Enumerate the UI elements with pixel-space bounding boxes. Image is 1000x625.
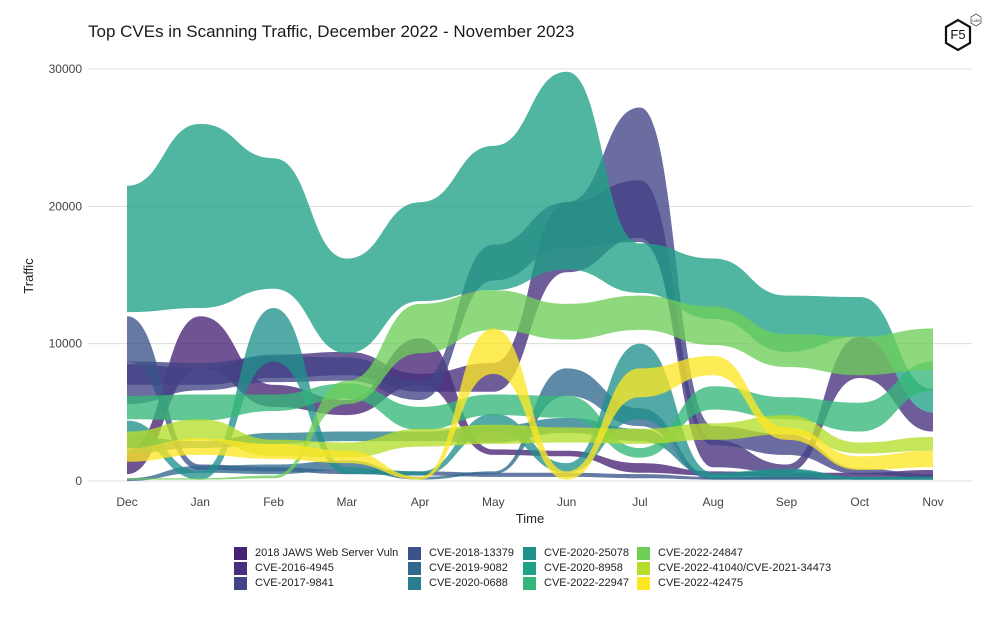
legend-item[interactable]: CVE-2019-9082 bbox=[408, 561, 508, 575]
legend-label: CVE-2016-4945 bbox=[255, 562, 334, 575]
x-tick-label: Oct bbox=[850, 495, 869, 509]
legend-label: CVE-2022-41040/CVE-2021-34473 bbox=[658, 562, 832, 575]
legend-swatch bbox=[408, 576, 421, 590]
legend-label: CVE-2022-22947 bbox=[544, 577, 630, 590]
stream-cve-2022-42475[interactable] bbox=[127, 328, 933, 480]
legend-label: CVE-2020-8958 bbox=[544, 562, 623, 575]
x-tick-label: Jun bbox=[557, 495, 576, 509]
legend-label: CVE-2018-13379 bbox=[429, 547, 515, 560]
legend-label: CVE-2022-24847 bbox=[658, 547, 744, 560]
legend-swatch bbox=[523, 576, 536, 590]
legend-swatch bbox=[637, 561, 650, 575]
legend-label: CVE-2019-9082 bbox=[429, 562, 508, 575]
chart-title: Top CVEs in Scanning Traffic, December 2… bbox=[88, 22, 575, 41]
legend-item[interactable]: CVE-2020-8958 bbox=[523, 561, 623, 575]
x-tick-label: Feb bbox=[263, 495, 284, 509]
x-tick-label: Nov bbox=[922, 495, 943, 509]
legend-item[interactable]: CVE-2017-9841 bbox=[234, 576, 334, 590]
legend-swatch bbox=[234, 546, 247, 560]
stream-cve-2020-0688[interactable] bbox=[127, 417, 933, 480]
svg-text:F5: F5 bbox=[950, 27, 965, 42]
legend-item[interactable]: CVE-2020-0688 bbox=[408, 576, 508, 590]
y-tick-label: 10000 bbox=[49, 337, 83, 351]
x-tick-label: Aug bbox=[703, 495, 724, 509]
legend-label: CVE-2020-0688 bbox=[429, 577, 508, 590]
stream-cve-2022-24847[interactable] bbox=[127, 290, 933, 480]
x-tick-label: May bbox=[482, 495, 505, 509]
f5-labs-logo: F5 LABS bbox=[944, 13, 982, 52]
x-axis: Dec Jan Feb Mar Apr May Jun Jul Aug Sep Oct Nov bbox=[116, 495, 943, 509]
legend-item[interactable]: CVE-2022-24847 bbox=[637, 546, 743, 560]
legend-item[interactable]: CVE-2018-13379 bbox=[408, 546, 514, 560]
x-tick-label: Jul bbox=[632, 495, 647, 509]
streams bbox=[127, 71, 933, 481]
legend-item[interactable]: CVE-2020-25078 bbox=[523, 546, 629, 560]
legend-label: CVE-2017-9841 bbox=[255, 577, 334, 590]
svg-text:LABS: LABS bbox=[972, 19, 980, 23]
x-tick-label: Mar bbox=[336, 495, 357, 509]
legend-item[interactable]: CVE-2022-42475 bbox=[637, 576, 743, 590]
stream-cve-2020-25078[interactable] bbox=[127, 307, 933, 480]
chart-plot: 0 10000 20000 30000 Dec Jan Feb Mar Apr May Jun Jul… bbox=[21, 62, 972, 526]
legend-swatch bbox=[637, 546, 650, 560]
x-axis-label: Time bbox=[516, 511, 544, 526]
x-tick-label: Jan bbox=[191, 495, 210, 509]
legend-item[interactable]: CVE-2016-4945 bbox=[234, 561, 334, 575]
legend-swatch bbox=[523, 546, 536, 560]
legend-item[interactable]: CVE-2022-41040/CVE-2021-34473 bbox=[637, 561, 831, 575]
legend-label: 2018 JAWS Web Server Vuln bbox=[255, 547, 399, 560]
legend-swatch bbox=[408, 561, 421, 575]
legend-swatch bbox=[523, 561, 536, 575]
x-tick-label: Sep bbox=[776, 495, 798, 509]
y-tick-label: 30000 bbox=[49, 62, 83, 76]
legend-label: CVE-2022-42475 bbox=[658, 577, 744, 590]
legend-swatch bbox=[234, 576, 247, 590]
legend-item[interactable]: CVE-2022-22947 bbox=[523, 576, 629, 590]
stream-cve-2020-8958[interactable] bbox=[127, 71, 933, 413]
legend-label: CVE-2020-25078 bbox=[544, 547, 630, 560]
y-axis-label: Traffic bbox=[21, 258, 36, 294]
stream-cve-2022-41040-cve-2021-34473[interactable] bbox=[127, 415, 933, 458]
legend-swatch bbox=[408, 546, 421, 560]
legend-swatch bbox=[234, 561, 247, 575]
y-tick-label: 0 bbox=[75, 474, 82, 488]
y-tick-label: 20000 bbox=[49, 199, 83, 213]
legend-swatch bbox=[637, 576, 650, 590]
x-tick-label: Dec bbox=[116, 495, 137, 509]
x-tick-label: Apr bbox=[411, 495, 430, 509]
legend-item[interactable]: 2018 JAWS Web Server Vuln bbox=[234, 546, 398, 560]
